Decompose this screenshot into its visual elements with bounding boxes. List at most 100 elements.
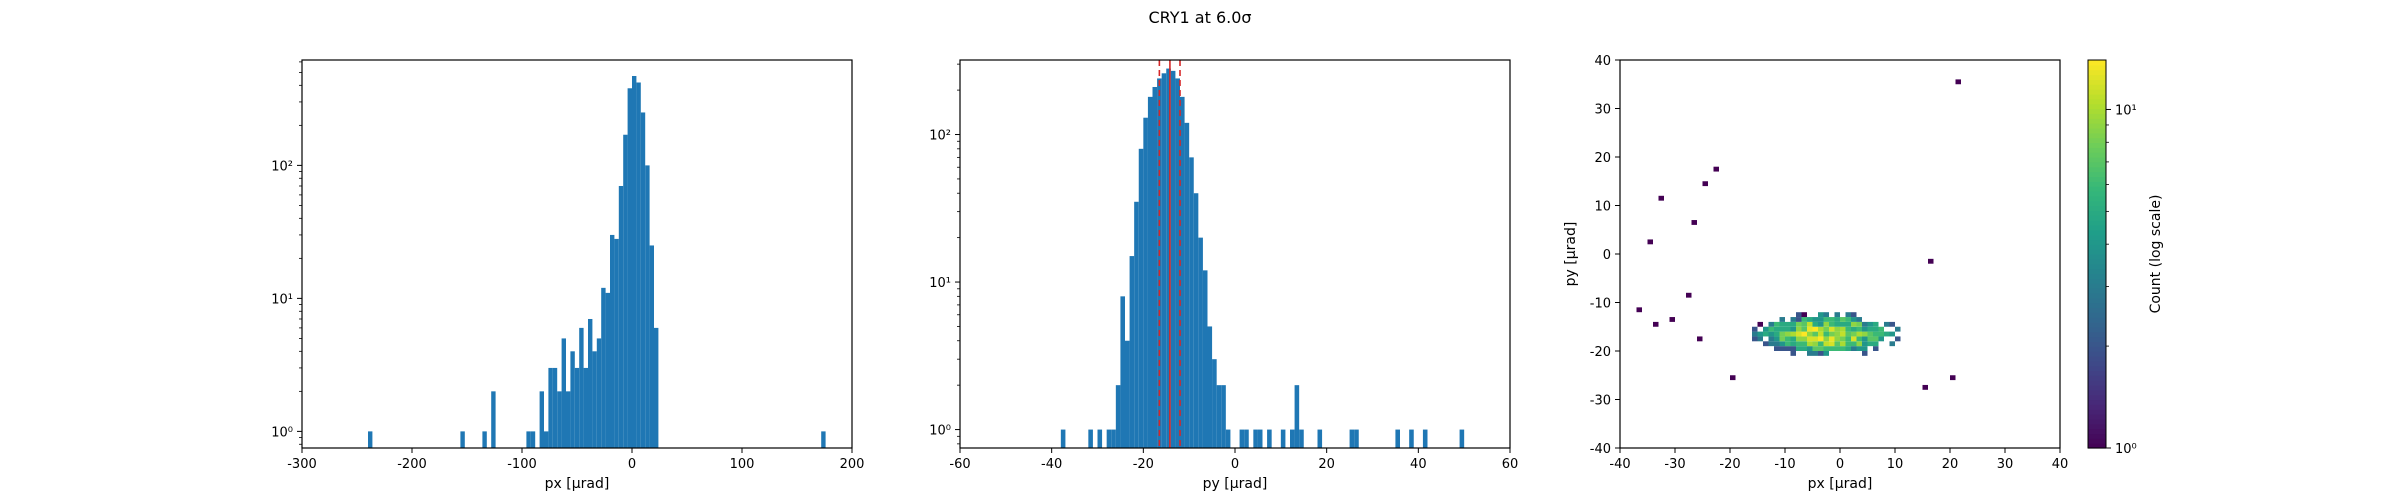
heatmap-cell xyxy=(1785,346,1791,351)
colorbar-gradient-segment xyxy=(2088,161,2106,168)
colorbar-gradient-segment xyxy=(2088,157,2106,163)
x-axis-label: py [μrad] xyxy=(1203,476,1268,492)
heatmap-cell xyxy=(1834,336,1840,342)
heatmap-cell xyxy=(1862,341,1868,347)
colorbar-gradient-segment xyxy=(2088,307,2106,313)
heatmap-cell xyxy=(1752,331,1758,337)
heatmap-cell xyxy=(1895,326,1901,332)
heatmap-cell xyxy=(1818,317,1824,322)
heatmap-cell xyxy=(1856,321,1862,327)
heatmap-cell xyxy=(1801,331,1807,337)
heatmap-cell xyxy=(1757,331,1763,337)
histogram-bar xyxy=(623,134,628,449)
heatmap-cell xyxy=(1823,321,1829,327)
heatmap-cell xyxy=(1812,331,1818,337)
heatmap-cell xyxy=(1856,326,1862,332)
heatmap-cell xyxy=(1691,220,1697,225)
colorbar-gradient-segment xyxy=(2088,69,2106,76)
heatmap-cell xyxy=(1867,321,1873,327)
heatmap-cell xyxy=(1812,326,1818,332)
x-tick-label: -40 xyxy=(1609,457,1630,472)
histogram-bar xyxy=(1459,429,1465,448)
histogram-bar xyxy=(645,165,650,448)
histogram-bar xyxy=(1120,296,1125,448)
histogram-bar xyxy=(557,391,562,448)
colorbar-gradient-segment xyxy=(2088,341,2106,347)
x-tick-label: 0 xyxy=(1836,457,1844,472)
histogram-bar xyxy=(1225,429,1231,448)
colorbar-gradient-segment xyxy=(2088,79,2106,85)
heatmap-cell xyxy=(1790,336,1796,342)
histogram-bar xyxy=(460,431,465,448)
histogram-bar xyxy=(1138,148,1144,448)
colorbar-gradient-segment xyxy=(2088,283,2106,289)
heatmap-cell xyxy=(1801,341,1807,347)
heatmap-cell xyxy=(1829,326,1835,332)
heatmap-cell xyxy=(1801,336,1807,342)
heatmap-cell xyxy=(1785,331,1791,337)
heatmap-cell xyxy=(1774,326,1780,332)
heatmap-cell xyxy=(1790,326,1796,332)
heatmap-cell xyxy=(1779,341,1785,347)
heatmap-cell xyxy=(1818,321,1824,327)
heatmap-cell xyxy=(1785,321,1791,327)
histogram-bar xyxy=(1317,429,1323,448)
heatmap-cell xyxy=(1779,321,1785,327)
heatmap-cell xyxy=(1928,258,1934,264)
x-tick-label: -20 xyxy=(1133,457,1154,472)
py-histogram-panel: -60 -40 -20 0 20 40 60 py [μrad] 10⁰ 10¹ 10² xyxy=(929,59,1518,492)
heatmap-cell xyxy=(1796,341,1802,347)
heatmap-cell xyxy=(1856,346,1862,351)
colorbar-gradient-segment xyxy=(2088,89,2106,95)
heatmap-cell xyxy=(1840,321,1846,327)
colorbar-gradient-segment xyxy=(2088,380,2106,386)
heatmap-cell xyxy=(1812,351,1818,356)
histogram-bar xyxy=(821,431,826,448)
histogram-bar xyxy=(1175,78,1180,449)
histogram-bar xyxy=(566,391,571,448)
histogram-bar xyxy=(1115,385,1121,448)
colorbar-label: Count (log scale) xyxy=(2148,195,2164,314)
y-tick-label: 30 xyxy=(1594,103,1611,118)
histogram-bar xyxy=(1134,201,1139,448)
axes-frame xyxy=(959,59,1511,449)
y-tick-label: -10 xyxy=(1590,297,1611,312)
colorbar-gradient-segment xyxy=(2088,365,2106,371)
histogram-bar xyxy=(1189,157,1194,448)
histogram-bar xyxy=(605,292,610,448)
colorbar-gradient-segment xyxy=(2088,409,2106,415)
colorbar-gradient-segment xyxy=(2088,351,2106,357)
histogram-bar xyxy=(1294,385,1300,448)
colorbar-gradient-segment xyxy=(2088,414,2106,420)
histogram-bar xyxy=(574,367,580,448)
x-tick-label: -60 xyxy=(949,457,970,472)
histogram-bar xyxy=(614,238,619,448)
heatmap-cell xyxy=(1774,336,1780,342)
heatmap-cell xyxy=(1812,341,1818,347)
heatmap-cell xyxy=(1801,321,1807,327)
heatmap-cell xyxy=(1774,346,1780,351)
histogram-bar xyxy=(1207,326,1213,448)
histogram-bar xyxy=(592,351,597,448)
colorbar-gradient-segment xyxy=(2088,370,2106,376)
x-tick-label: -10 xyxy=(1774,457,1795,472)
x-tick-label: 10 xyxy=(1887,457,1904,472)
heatmap-cell xyxy=(1851,331,1857,337)
histogram-bar xyxy=(1216,385,1222,448)
heatmap-cell xyxy=(1818,331,1824,337)
y-tick-label: -30 xyxy=(1590,394,1611,409)
heatmap-cell xyxy=(1807,346,1813,351)
histogram-bar xyxy=(1221,385,1226,448)
heatmap-cell xyxy=(1697,336,1703,342)
heatmap-cell xyxy=(1796,346,1802,351)
colorbar-gradient-segment xyxy=(2088,273,2106,279)
colorbar-gradient-segment xyxy=(2088,108,2106,114)
heatmap-cell xyxy=(1834,341,1840,347)
heatmap-cell xyxy=(1845,321,1851,327)
heatmap-cell xyxy=(1829,321,1835,327)
histogram-bar xyxy=(654,327,659,448)
heatmap-cell xyxy=(1895,336,1901,342)
heatmap-cell xyxy=(1873,341,1879,347)
y-tick-label: -40 xyxy=(1590,442,1611,457)
colorbar-gradient-segment xyxy=(2088,292,2106,299)
